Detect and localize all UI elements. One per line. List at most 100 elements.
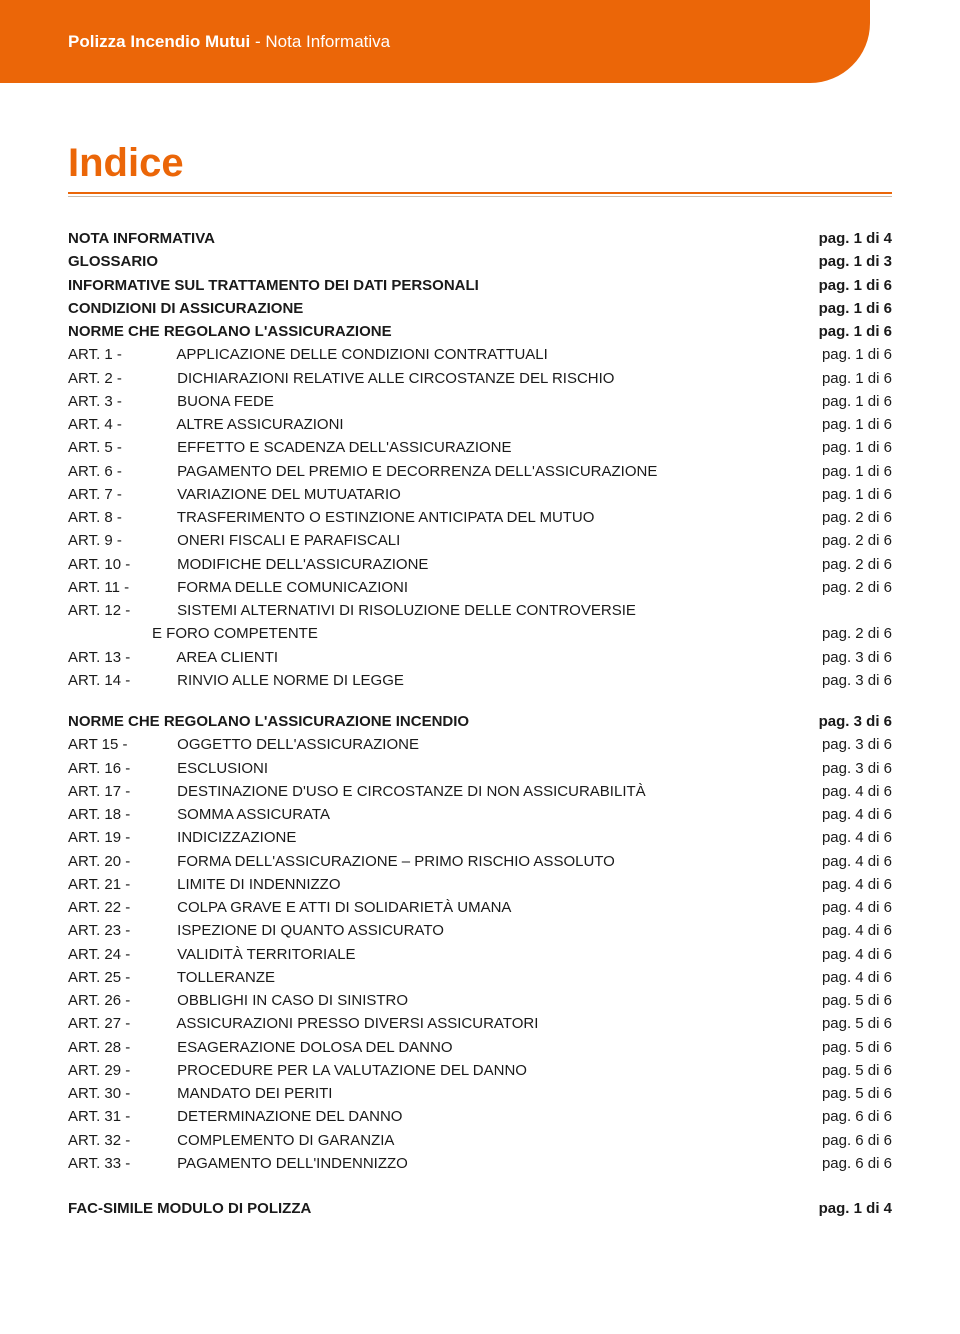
toc-label: ART. 33 - PAGAMENTO DELL'INDENNIZZO <box>68 1152 822 1175</box>
toc-page: pag. 3 di 6 <box>822 733 892 756</box>
toc-row: NORME CHE REGOLANO L'ASSICURAZIONE INCEN… <box>68 710 892 733</box>
toc-label: ART. 22 - COLPA GRAVE E ATTI DI SOLIDARI… <box>68 896 822 919</box>
toc-row: ART. 19 - INDICIZZAZIONEpag. 4 di 6 <box>68 826 892 849</box>
toc-article-prefix: ART. 19 - <box>68 826 173 849</box>
toc-article-prefix: ART. 26 - <box>68 989 173 1012</box>
toc-label: ART. 9 - ONERI FISCALI E PARAFISCALI <box>68 529 822 552</box>
toc-label: ART. 8 - TRASFERIMENTO O ESTINZIONE ANTI… <box>68 506 822 529</box>
toc-article-prefix: ART. 6 - <box>68 460 173 483</box>
toc-page: pag. 2 di 6 <box>822 506 892 529</box>
toc-label: ART. 10 - MODIFICHE DELL'ASSICURAZIONE <box>68 553 822 576</box>
toc-row: ART. 21 - LIMITE DI INDENNIZZOpag. 4 di … <box>68 873 892 896</box>
toc-label: ART. 23 - ISPEZIONE DI QUANTO ASSICURATO <box>68 919 822 942</box>
toc-footer-page: pag. 1 di 4 <box>819 1197 892 1220</box>
toc-article-prefix: ART. 25 - <box>68 966 173 989</box>
toc-label: ART. 11 - FORMA DELLE COMUNICAZIONI <box>68 576 822 599</box>
toc-label: ART. 3 - BUONA FEDE <box>68 390 822 413</box>
toc-row: ART. 16 - ESCLUSIONIpag. 3 di 6 <box>68 757 892 780</box>
toc-row: ART. 1 - APPLICAZIONE DELLE CONDIZIONI C… <box>68 343 892 366</box>
toc-article-prefix: ART. 5 - <box>68 436 173 459</box>
toc-section: NOTA INFORMATIVApag. 1 di 4GLOSSARIOpag.… <box>68 227 892 692</box>
toc-article-prefix: ART. 31 - <box>68 1105 173 1128</box>
toc-page: pag. 3 di 6 <box>822 646 892 669</box>
toc-page: pag. 3 di 6 <box>819 710 892 733</box>
toc-page: pag. 5 di 6 <box>822 1059 892 1082</box>
toc-row: ART. 9 - ONERI FISCALI E PARAFISCALIpag.… <box>68 529 892 552</box>
toc-label: ART. 17 - DESTINAZIONE D'USO E CIRCOSTAN… <box>68 780 822 803</box>
toc-row: ART. 32 - COMPLEMENTO DI GARANZIApag. 6 … <box>68 1129 892 1152</box>
header-title-rest: - Nota Informativa <box>250 32 390 51</box>
toc-page: pag. 1 di 4 <box>819 227 892 250</box>
toc-label: ART 15 - OGGETTO DELL'ASSICURAZIONE <box>68 733 822 756</box>
toc-row: ART. 24 - VALIDITÀ TERRITORIALEpag. 4 di… <box>68 943 892 966</box>
toc-label: ART. 18 - SOMMA ASSICURATA <box>68 803 822 826</box>
toc-article-prefix: ART. 29 - <box>68 1059 173 1082</box>
toc-label: ART. 2 - DICHIARAZIONI RELATIVE ALLE CIR… <box>68 367 822 390</box>
toc-article-prefix: ART. 18 - <box>68 803 173 826</box>
toc-row: ART. 3 - BUONA FEDEpag. 1 di 6 <box>68 390 892 413</box>
toc-row: E FORO COMPETENTEpag. 2 di 6 <box>68 622 892 645</box>
toc-row: ART 15 - OGGETTO DELL'ASSICURAZIONEpag. … <box>68 733 892 756</box>
toc-page: pag. 4 di 6 <box>822 919 892 942</box>
toc-page: pag. 1 di 6 <box>819 274 892 297</box>
toc-article-prefix: ART. 13 - <box>68 646 173 669</box>
toc-page: pag. 1 di 3 <box>819 250 892 273</box>
toc-row: ART. 14 - RINVIO ALLE NORME DI LEGGEpag.… <box>68 669 892 692</box>
toc-row: ART. 17 - DESTINAZIONE D'USO E CIRCOSTAN… <box>68 780 892 803</box>
toc-article-prefix: ART. 8 - <box>68 506 173 529</box>
toc-row: ART. 5 - EFFETTO E SCADENZA DELL'ASSICUR… <box>68 436 892 459</box>
toc-container: NOTA INFORMATIVApag. 1 di 4GLOSSARIOpag.… <box>68 227 892 1175</box>
toc-article-prefix: ART. 9 - <box>68 529 173 552</box>
toc-label: ART. 6 - PAGAMENTO DEL PREMIO E DECORREN… <box>68 460 822 483</box>
toc-row: ART. 30 - MANDATO DEI PERITIpag. 5 di 6 <box>68 1082 892 1105</box>
toc-label: ART. 27 - ASSICURAZIONI PRESSO DIVERSI A… <box>68 1012 822 1035</box>
toc-page: pag. 4 di 6 <box>822 896 892 919</box>
toc-row: ART. 23 - ISPEZIONE DI QUANTO ASSICURATO… <box>68 919 892 942</box>
toc-label: ART. 32 - COMPLEMENTO DI GARANZIA <box>68 1129 822 1152</box>
toc-label: E FORO COMPETENTE <box>68 622 822 645</box>
toc-row: ART. 27 - ASSICURAZIONI PRESSO DIVERSI A… <box>68 1012 892 1035</box>
toc-row: ART. 10 - MODIFICHE DELL'ASSICURAZIONEpa… <box>68 553 892 576</box>
toc-label: ART. 31 - DETERMINAZIONE DEL DANNO <box>68 1105 822 1128</box>
toc-article-prefix: ART. 21 - <box>68 873 173 896</box>
toc-article-prefix: ART 15 - <box>68 733 173 756</box>
toc-label: ART. 13 - AREA CLIENTI <box>68 646 822 669</box>
toc-label: GLOSSARIO <box>68 250 819 273</box>
toc-page: pag. 1 di 6 <box>819 320 892 343</box>
toc-article-prefix: ART. 33 - <box>68 1152 173 1175</box>
toc-article-prefix: ART. 10 - <box>68 553 173 576</box>
toc-article-prefix: ART. 22 - <box>68 896 173 919</box>
toc-row: CONDIZIONI DI ASSICURAZIONEpag. 1 di 6 <box>68 297 892 320</box>
toc-page: pag. 4 di 6 <box>822 943 892 966</box>
toc-section: NORME CHE REGOLANO L'ASSICURAZIONE INCEN… <box>68 710 892 1175</box>
toc-article-prefix: ART. 24 - <box>68 943 173 966</box>
toc-page: pag. 4 di 6 <box>822 780 892 803</box>
toc-page: pag. 4 di 6 <box>822 966 892 989</box>
toc-label: ART. 5 - EFFETTO E SCADENZA DELL'ASSICUR… <box>68 436 822 459</box>
toc-page: pag. 2 di 6 <box>822 553 892 576</box>
toc-label: ART. 28 - ESAGERAZIONE DOLOSA DEL DANNO <box>68 1036 822 1059</box>
toc-label-indent: E FORO COMPETENTE <box>68 622 802 645</box>
toc-row: NORME CHE REGOLANO L'ASSICURAZIONEpag. 1… <box>68 320 892 343</box>
toc-label: ART. 26 - OBBLIGHI IN CASO DI SINISTRO <box>68 989 822 1012</box>
toc-row: ART. 26 - OBBLIGHI IN CASO DI SINISTROpa… <box>68 989 892 1012</box>
toc-label: ART. 16 - ESCLUSIONI <box>68 757 822 780</box>
toc-page: pag. 1 di 6 <box>822 390 892 413</box>
toc-page: pag. 1 di 6 <box>822 436 892 459</box>
toc-page: pag. 4 di 6 <box>822 850 892 873</box>
toc-label: ART. 19 - INDICIZZAZIONE <box>68 826 822 849</box>
toc-row: ART. 20 - FORMA DELL'ASSICURAZIONE – PRI… <box>68 850 892 873</box>
header-text: Polizza Incendio Mutui - Nota Informativ… <box>68 32 390 52</box>
toc-article-prefix: ART. 11 - <box>68 576 173 599</box>
toc-row: ART. 7 - VARIAZIONE DEL MUTUATARIOpag. 1… <box>68 483 892 506</box>
toc-article-prefix: ART. 28 - <box>68 1036 173 1059</box>
toc-label: ART. 12 - SISTEMI ALTERNATIVI DI RISOLUZ… <box>68 599 892 622</box>
toc-article-prefix: ART. 20 - <box>68 850 173 873</box>
toc-article-prefix: ART. 7 - <box>68 483 173 506</box>
toc-label: ART. 21 - LIMITE DI INDENNIZZO <box>68 873 822 896</box>
toc-row: ART. 13 - AREA CLIENTIpag. 3 di 6 <box>68 646 892 669</box>
toc-page: pag. 6 di 6 <box>822 1105 892 1128</box>
toc-article-prefix: ART. 27 - <box>68 1012 173 1035</box>
toc-page: pag. 5 di 6 <box>822 1082 892 1105</box>
toc-label: NORME CHE REGOLANO L'ASSICURAZIONE INCEN… <box>68 710 819 733</box>
